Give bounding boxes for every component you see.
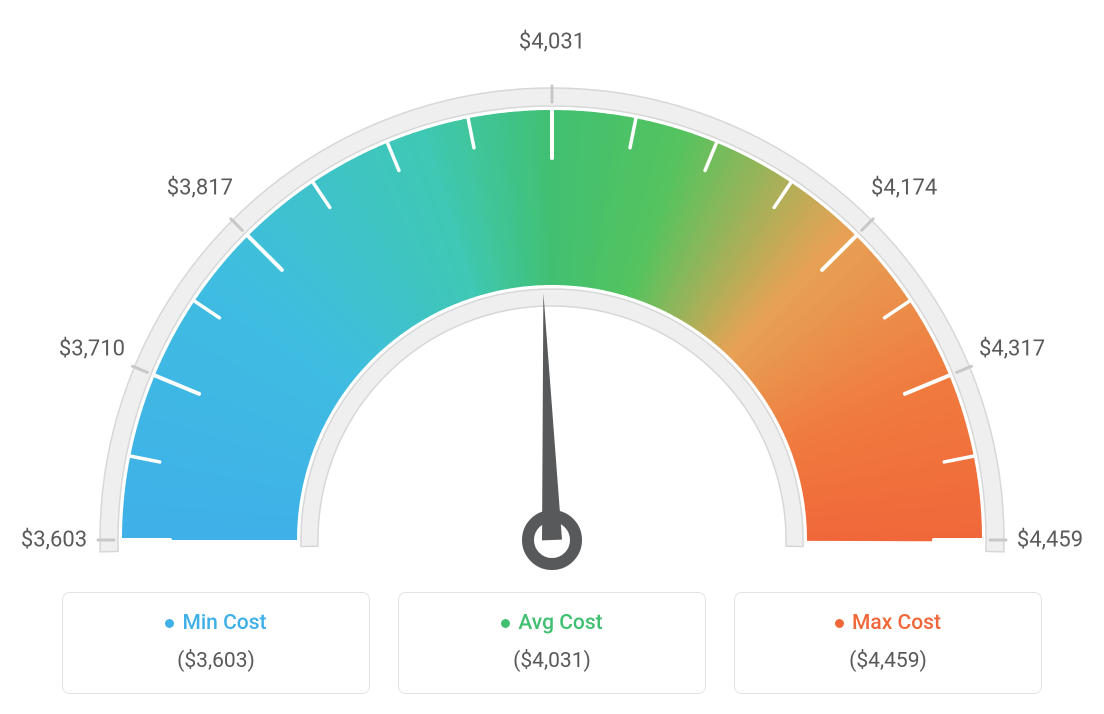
legend-min: Min Cost ($3,603) [62, 592, 370, 694]
dot-icon [835, 619, 844, 628]
dot-icon [501, 619, 510, 628]
dot-icon [165, 619, 174, 628]
legend-min-value: ($3,603) [73, 649, 359, 673]
cost-gauge: $3,603 $3,710 $3,817 $4,031 $4,174 $4,317 $4,4… [20, 20, 1084, 580]
legend-max-title: Max Cost [745, 611, 1031, 635]
legend-max: Max Cost ($4,459) [734, 592, 1042, 694]
gauge-tick-label: $4,317 [979, 337, 1045, 362]
gauge-svg [20, 20, 1084, 580]
legend-avg-value: ($4,031) [409, 649, 695, 673]
gauge-tick-label: $3,710 [59, 337, 125, 362]
gauge-tick-label: $4,031 [519, 30, 585, 55]
gauge-tick-label: $3,603 [21, 528, 87, 553]
legend-min-label: Min Cost [182, 611, 266, 635]
legend-row: Min Cost ($3,603) Avg Cost ($4,031) Max … [20, 592, 1084, 694]
legend-max-label: Max Cost [852, 611, 941, 635]
gauge-tick-label: $3,817 [167, 175, 233, 200]
legend-avg: Avg Cost ($4,031) [398, 592, 706, 694]
legend-max-value: ($4,459) [745, 649, 1031, 673]
legend-avg-title: Avg Cost [409, 611, 695, 635]
legend-min-title: Min Cost [73, 611, 359, 635]
gauge-tick-label: $4,174 [871, 175, 937, 200]
legend-avg-label: Avg Cost [518, 611, 602, 635]
gauge-tick-label: $4,459 [1017, 528, 1083, 553]
